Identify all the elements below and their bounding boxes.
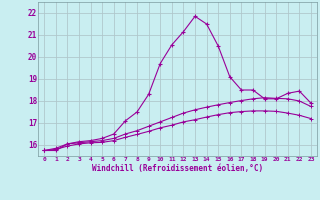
- X-axis label: Windchill (Refroidissement éolien,°C): Windchill (Refroidissement éolien,°C): [92, 164, 263, 173]
